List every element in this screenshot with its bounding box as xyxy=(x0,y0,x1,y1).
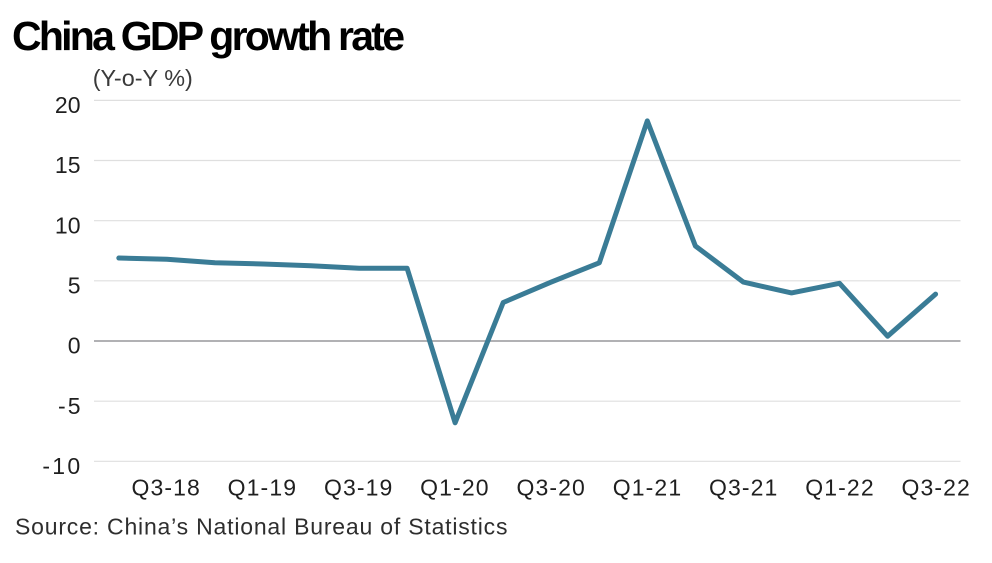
svg-text:Q1-19: Q1-19 xyxy=(228,475,297,501)
svg-text:15: 15 xyxy=(55,152,81,178)
svg-text:Q3-18: Q3-18 xyxy=(131,475,200,501)
svg-text:10: 10 xyxy=(55,212,81,238)
svg-text:Q1-22: Q1-22 xyxy=(805,475,874,501)
svg-text:Q3-22: Q3-22 xyxy=(901,475,970,501)
svg-text:20: 20 xyxy=(55,92,81,118)
svg-text:-5: -5 xyxy=(58,393,82,419)
svg-text:(Y-o-Y %): (Y-o-Y %) xyxy=(93,65,193,91)
svg-text:Q3-21: Q3-21 xyxy=(709,475,778,501)
svg-text:0: 0 xyxy=(68,333,81,359)
svg-text:Q1-20: Q1-20 xyxy=(420,475,489,501)
svg-text:Source: China’s National Burea: Source: China’s National Bureau of Stati… xyxy=(15,513,508,539)
svg-text:Q1-21: Q1-21 xyxy=(613,475,682,501)
svg-text:Q3-20: Q3-20 xyxy=(516,475,585,501)
svg-text:-10: -10 xyxy=(42,453,82,479)
svg-text:5: 5 xyxy=(68,273,81,299)
svg-text:Q3-19: Q3-19 xyxy=(324,475,393,501)
svg-text:China GDP growth rate: China GDP growth rate xyxy=(12,13,404,59)
